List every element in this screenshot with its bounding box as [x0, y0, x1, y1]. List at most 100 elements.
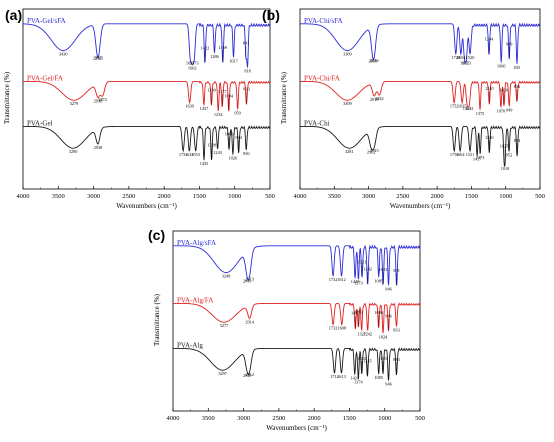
x-tick-label: 1000: [499, 193, 512, 200]
series-label: PVA-Chi/sFA: [304, 17, 343, 25]
peak-label: 3309: [343, 52, 352, 57]
peak-label: 3281: [345, 149, 354, 154]
x-tick-label: 2500: [396, 193, 409, 200]
peak-label: 1025: [379, 356, 388, 361]
peak-label: 841: [243, 41, 249, 46]
peak-label: 1553: [191, 152, 200, 157]
peak-label: 2872: [98, 97, 107, 102]
peak-label: 3290: [69, 149, 78, 154]
peak-label: 1240: [485, 86, 494, 91]
series-line-pva-chi-sfa: [300, 22, 541, 64]
peak-label: 1654: [457, 55, 466, 60]
peak-label: 1070: [497, 108, 506, 113]
peak-label: 2842: [375, 96, 384, 101]
peak-label: 946: [385, 286, 392, 291]
peak-label: 2918: [370, 97, 379, 102]
panel-label: (b): [262, 7, 280, 23]
peak-label: 1243: [213, 150, 222, 155]
x-tick-label: 1500: [193, 193, 206, 200]
peak-label: 3277: [220, 323, 229, 328]
y-axis-title: Transmittance (%): [153, 293, 161, 346]
peak-label: 831: [393, 268, 399, 273]
series-line-pva-alg-sfa: [173, 244, 421, 286]
peak-label: 1612: [337, 277, 346, 282]
peak-label: 3279: [70, 101, 79, 106]
peak-label: 1086: [374, 310, 383, 315]
peak-label: 949: [506, 107, 512, 112]
peak-label: 1325: [357, 356, 366, 361]
peak-label: 1435: [200, 161, 209, 166]
peak-label: 833: [393, 328, 399, 333]
x-tick-label: 3000: [87, 193, 100, 200]
peak-label: 836: [243, 151, 250, 156]
peak-label: 818: [244, 68, 250, 73]
peak-label: 959: [234, 110, 240, 115]
plot-frame: [172, 230, 421, 412]
peak-label: 2949: [243, 373, 252, 378]
series-line-pva-gel-sfa: [22, 22, 271, 68]
peak-label: 1084: [224, 93, 233, 98]
plot-frame: [22, 8, 271, 190]
series-label: PVA-Alg/sFA: [177, 239, 216, 247]
peak-label: 1635: [458, 104, 467, 109]
peak-label: 1234: [214, 112, 223, 117]
x-tick-label: 500: [535, 193, 545, 200]
peak-label: 1024: [379, 334, 388, 339]
peak-label: 1374: [354, 380, 363, 385]
x-tick-label: 2500: [272, 415, 285, 422]
peak-label: 1242: [363, 332, 372, 337]
peak-label: 1085: [374, 278, 383, 283]
peak-label: 1602: [460, 60, 469, 65]
peak-label: 3430: [59, 52, 68, 57]
series-label: PVA-Alg/FA: [177, 296, 213, 304]
x-tick-label: 500: [265, 193, 275, 200]
series-line-pva-alg-fa: [173, 302, 421, 334]
peak-label: 1437: [200, 106, 209, 111]
peak-label: 1330: [207, 87, 216, 92]
peak-label: 1327: [357, 331, 366, 336]
series-line-pva-alg: [173, 347, 421, 381]
peak-label: 946: [385, 382, 392, 387]
peak-label: 3309: [343, 101, 352, 106]
x-tick-label: 3500: [202, 415, 215, 422]
peak-label: 1025: [500, 143, 509, 148]
peak-label: 1732: [329, 277, 338, 282]
x-tick-label: 4000: [294, 193, 307, 200]
peak-label: 1373: [354, 281, 363, 286]
peak-label: 1245: [363, 358, 372, 363]
series-line-pva-gel: [23, 125, 271, 161]
panel-label: (c): [148, 227, 165, 243]
peak-label: 1613: [337, 374, 346, 379]
peak-label: 1420: [351, 279, 360, 284]
x-tick-label: 2000: [308, 415, 321, 422]
peak-label: 1732: [329, 326, 338, 331]
peak-label: 834: [514, 138, 521, 143]
peak-label: 2913: [245, 277, 254, 282]
peak-label: 2949: [243, 278, 252, 283]
peak-label: 3248: [222, 274, 231, 279]
peak-label: 1169: [219, 45, 227, 50]
peak-label: 1286: [210, 54, 219, 59]
peak-label: 2939: [368, 59, 377, 64]
x-tick-label: 3500: [328, 193, 341, 200]
peak-label: 1417: [351, 311, 360, 316]
panel-label: (a): [5, 7, 22, 23]
peak-label: 1242: [363, 267, 372, 272]
peak-label: 835: [514, 65, 520, 70]
peak-label: 1573: [190, 60, 199, 65]
x-tick-label: 1500: [343, 415, 356, 422]
series-line-pva-chi: [300, 125, 541, 167]
panel-c: (c) 4000 3500 3000 2500 2000 1500 1000 500 Wavenu…: [148, 227, 425, 432]
peak-label: 1244: [485, 36, 494, 41]
x-tick-label: 2000: [158, 193, 171, 200]
peak-label: 1563: [463, 106, 472, 111]
peak-label: 2938: [94, 145, 103, 150]
x-tick-label: 3500: [52, 193, 65, 200]
peak-label: 833: [393, 357, 399, 362]
peak-label: 1085: [374, 375, 383, 380]
peak-label: 1520: [466, 55, 475, 60]
peak-label: 1573: [462, 60, 471, 65]
y-axis-title: Transmittance (%): [3, 71, 11, 124]
series-label: PVA-Gel: [27, 119, 53, 127]
